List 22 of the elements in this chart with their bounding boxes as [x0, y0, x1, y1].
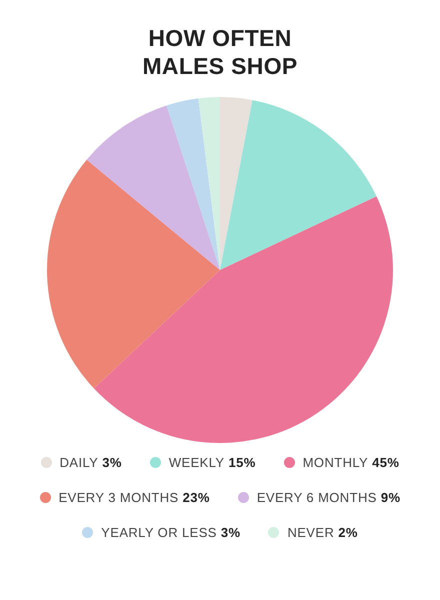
pie-slice: [220, 97, 252, 270]
data-label: 2%: [338, 525, 358, 540]
pie-slice: [94, 196, 393, 443]
pie-slice: [166, 98, 220, 270]
data-label: 3%: [220, 525, 240, 540]
data-label: 15%: [228, 455, 256, 470]
legend-label: EVERY 6 MONTHS: [256, 490, 377, 505]
data-label: 45%: [372, 455, 400, 470]
data-label: 3%: [102, 455, 122, 470]
chart-title: HOW OFTEN MALES SHOP: [141, 24, 299, 80]
pie-slice: [86, 105, 220, 270]
pie-slice: [220, 100, 377, 270]
legend-label: WEEKLY: [168, 455, 224, 470]
legend-label: MONTHLY: [302, 455, 368, 470]
pie-slice: [198, 97, 220, 270]
legend-label: DAILY: [60, 455, 98, 470]
legend-label: EVERY 3 MONTHS: [58, 490, 179, 505]
pie-slice: [47, 160, 220, 388]
legend-label: NEVER: [287, 525, 334, 540]
legend-label: YEARLY OR LESS: [101, 525, 217, 540]
data-label: 23%: [182, 490, 210, 505]
data-label: 9%: [380, 490, 400, 505]
